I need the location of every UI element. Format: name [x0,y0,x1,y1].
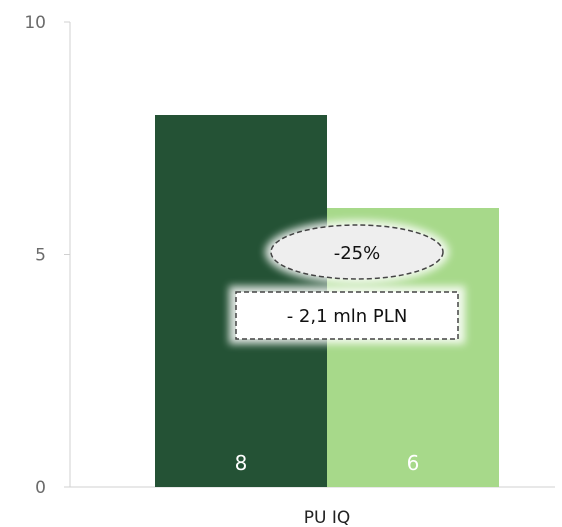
bar-data-label-1: 8 [235,451,248,475]
percent-change-label: -25% [334,243,381,264]
percent-change-bubble [270,224,444,280]
y-tick-label: 10 [24,13,46,33]
percent-change-callout: -25% [265,220,449,284]
amount-change-callout: - 2,1 mln PLN [229,286,465,344]
bar-data-label-2: 6 [407,451,420,475]
y-tick-label: 0 [35,478,46,498]
amount-change-label: - 2,1 mln PLN [287,306,408,327]
x-category-label: PU IQ [304,508,351,527]
amount-change-box [235,291,459,340]
y-tick-label: 5 [35,246,46,266]
